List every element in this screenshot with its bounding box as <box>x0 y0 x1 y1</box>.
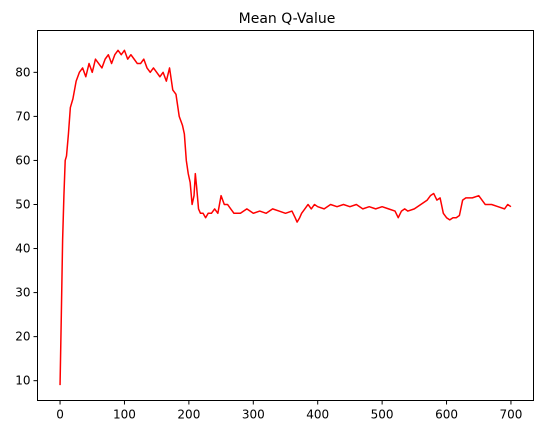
y-tick-label: 50 <box>15 197 30 211</box>
y-tick-label: 40 <box>15 242 30 256</box>
y-tick-label: 60 <box>15 153 30 167</box>
y-tick-label: 70 <box>15 109 30 123</box>
x-tick-label: 500 <box>371 408 394 422</box>
x-tick-label: 100 <box>113 408 136 422</box>
y-tick-label: 30 <box>15 286 30 300</box>
plot-frame <box>37 30 534 401</box>
x-tick-label: 300 <box>242 408 265 422</box>
y-tick-label: 20 <box>15 330 30 344</box>
x-tick-label: 400 <box>306 408 329 422</box>
series-line-mean-q-value <box>59 49 512 386</box>
y-tick-label: 80 <box>15 65 30 79</box>
chart-title: Mean Q-Value <box>239 11 336 27</box>
x-tick-label: 200 <box>177 408 200 422</box>
y-axis: 10 20 30 40 50 60 70 80 <box>15 65 38 388</box>
y-tick-label: 10 <box>15 374 30 388</box>
x-tick-label: 0 <box>56 408 64 422</box>
x-axis: 0 100 200 300 400 500 600 700 <box>56 400 523 422</box>
x-tick-label: 600 <box>435 408 458 422</box>
x-tick-label: 700 <box>500 408 523 422</box>
